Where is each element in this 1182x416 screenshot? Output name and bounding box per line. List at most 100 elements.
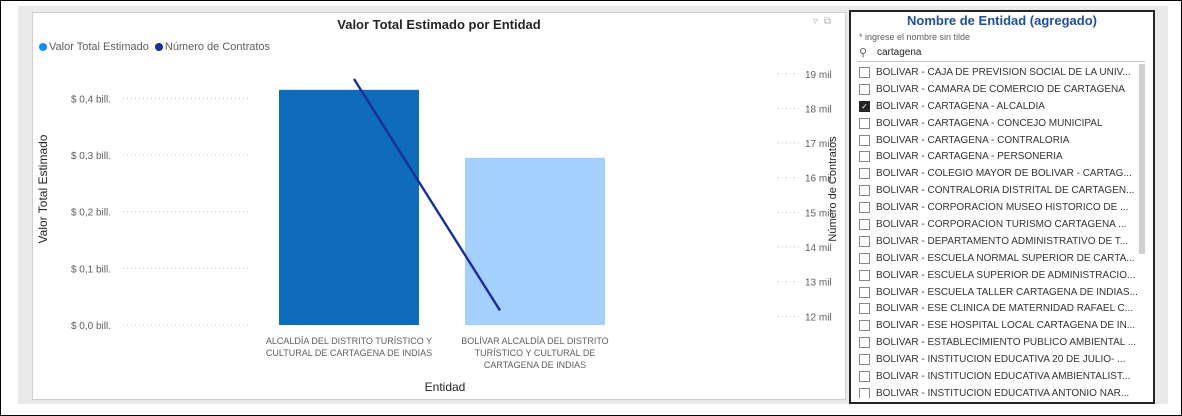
slicer-list: BOLIVAR - CAJA DE PREVISION SOCIAL DE LA… [859,64,1147,398]
checkbox[interactable] [859,354,870,366]
checkbox[interactable] [859,387,870,398]
legend-marker-valor [39,43,47,51]
checkbox[interactable] [859,320,870,332]
slicer-item[interactable]: BOLIVAR - ESCUELA SUPERIOR DE ADMINISTRA… [859,267,1147,284]
y-tick-label: $ 0,4 bill. [71,94,111,105]
slicer-item[interactable]: BOLIVAR - CARTAGENA - CONTRALORIA [859,132,1147,149]
slicer-item[interactable]: BOLIVAR - CORPORACION TURISMO CARTAGENA … [859,216,1147,233]
slicer-item[interactable]: BOLIVAR - CORPORACION MUSEO HISTORICO DE… [859,199,1147,216]
slicer-item[interactable]: BOLIVAR - INSTITUCION EDUCATIVA AMBIENTA… [859,368,1147,385]
checkbox[interactable] [859,303,870,315]
chart-title: Valor Total Estimado por Entidad [337,17,541,32]
x-tick-label: CARTAGENA DE INDIAS [484,360,586,370]
slicer-item[interactable]: BOLIVAR - CARTAGENA - PERSONERIA [859,148,1147,165]
checkbox[interactable]: ✓ [859,100,870,112]
slicer-item-label: BOLIVAR - CARTAGENA - ALCALDIA [876,100,1045,112]
slicer-item-label: BOLIVAR - CARTAGENA - CONTRALORIA [876,134,1070,146]
bar-2 [465,157,605,325]
checkbox[interactable] [859,66,870,78]
slicer-item[interactable]: BOLIVAR - CONTRALORIA DISTRITAL DE CARTA… [859,182,1147,199]
checkbox[interactable] [859,218,870,230]
x-tick-label: TURÍSTICO Y CULTURAL DE [475,348,596,358]
x-axis-title: Entidad [425,380,466,394]
x-tick-label: CULTURAL DE CARTAGENA DE INDIAS [266,348,432,358]
y2-tick-label: 18 mil [805,104,832,115]
slicer-item[interactable]: BOLIVAR - ESE HOSPITAL LOCAL CARTAGENA D… [859,317,1147,334]
slicer-item[interactable]: BOLIVAR - ESCUELA TALLER CARTAGENA DE IN… [859,284,1147,301]
chart-visual[interactable]: Valor Total Estimado por Entidad ▿⧉ Valo… [32,12,846,400]
checkbox[interactable] [859,134,870,146]
slicer-item-label: BOLIVAR - CAMARA DE COMERCIO DE CARTAGEN… [876,83,1125,95]
checkbox[interactable] [859,168,870,180]
y-tick-label: $ 0,2 bill. [71,208,111,219]
slicer-item-label: BOLIVAR - CONTRALORIA DISTRITAL DE CARTA… [876,185,1135,197]
y2-axis-title: Número de Contratos [827,136,839,242]
y2-tick-label: 13 mil [805,278,832,289]
slicer-item-label: BOLIVAR - DEPARTAMENTO ADMINISTRATIVO DE… [876,235,1129,247]
y-tick-label: $ 0,1 bill. [71,264,111,275]
slicer-item-label: BOLIVAR - CARTAGENA - CONCEJO MUNICIPAL [876,117,1103,129]
checkbox[interactable] [859,151,870,163]
slicer-title: Nombre de Entidad (agregado) [907,13,1097,28]
legend-label-contratos: Número de Contratos [164,41,271,53]
checkbox[interactable] [859,252,870,264]
slicer-item-label: BOLIVAR - ESCUELA NORMAL SUPERIOR DE CAR… [876,252,1135,264]
slicer-scrollbar[interactable] [1139,64,1145,254]
slicer-item-label: BOLIVAR - CARTAGENA - PERSONERIA [876,151,1063,163]
focus-mode-icon[interactable]: ⧉ [823,16,837,27]
chart-plot: $ 0,0 bill. $ 0,1 bill. $ 0,2 bill. $ 0,3 b… [36,70,839,394]
slicer-item[interactable]: BOLIVAR - CARTAGENA - CONCEJO MUNICIPAL [859,115,1147,132]
checkbox[interactable] [859,117,870,129]
y2-tick-label: 19 mil [805,70,832,81]
y2-tick-label: 17 mil [805,139,832,150]
chart-legend: Valor Total Estimado Número de Contratos [39,41,276,53]
slicer-item[interactable]: BOLIVAR - CAJA DE PREVISION SOCIAL DE LA… [859,64,1147,81]
slicer-item[interactable]: BOLIVAR - ESE CLINICA DE MATERNIDAD RAFA… [859,300,1147,317]
legend-label-valor: Valor Total Estimado [49,41,149,53]
legend-item-valor[interactable]: Valor Total Estimado [39,41,149,53]
slicer-item-label: BOLIVAR - ESE HOSPITAL LOCAL CARTAGENA D… [876,320,1136,332]
filter-icon[interactable]: ▿ [812,16,824,27]
slicer-search[interactable]: ⚲ cartagena [857,45,1145,62]
x-tick-label: BOLÍVAR ALCALDÍA DEL DISTRITO [461,336,608,346]
y-tick-label: $ 0,3 bill. [71,151,111,162]
x-tick-label: ALCALDÍA DEL DISTRITO TURÍSTICO Y [266,336,432,346]
y-tick-label: $ 0,0 bill. [71,321,111,332]
checkbox[interactable] [859,202,870,214]
slicer-item[interactable]: BOLIVAR - ESCUELA NORMAL SUPERIOR DE CAR… [859,250,1147,267]
slicer-item[interactable]: BOLIVAR - DEPARTAMENTO ADMINISTRATIVO DE… [859,233,1147,250]
slicer-item-label: BOLIVAR - ESTABLECIMIENTO PUBLICO AMBIEN… [876,337,1137,349]
slicer-item[interactable]: BOLIVAR - COLEGIO MAYOR DE BOLIVAR - CAR… [859,165,1147,182]
y2-tick-label: 15 mil [805,208,832,219]
slicer-item[interactable]: ✓ BOLIVAR - CARTAGENA - ALCALDIA [859,98,1147,115]
slicer-item-label: BOLIVAR - CAJA DE PREVISION SOCIAL DE LA… [876,66,1131,78]
visual-header-icons[interactable]: ▿⧉ [813,16,837,27]
bar-1 [279,89,419,325]
checkbox[interactable] [859,337,870,349]
search-input[interactable]: cartagena [877,47,922,58]
legend-marker-contratos [154,43,163,51]
slicer-item[interactable]: BOLIVAR - CAMARA DE COMERCIO DE CARTAGEN… [859,81,1147,98]
slicer-item[interactable]: BOLIVAR - INSTITUCION EDUCATIVA ANTONIO … [859,385,1147,398]
slicer-item-label: BOLIVAR - CORPORACION TURISMO CARTAGENA … [876,218,1127,230]
checkbox[interactable] [859,269,870,281]
legend-item-contratos[interactable]: Número de Contratos [154,41,271,53]
y-axis-title: Valor Total Estimado [36,134,50,243]
checkbox[interactable] [859,286,870,298]
slicer-item-label: BOLIVAR - INSTITUCION EDUCATIVA AMBIENTA… [876,370,1131,382]
slicer-item-label: BOLIVAR - ESCUELA TALLER CARTAGENA DE IN… [876,286,1138,298]
checkbox[interactable] [859,370,870,382]
y2-tick-label: 16 mil [805,174,832,185]
slicer-item[interactable]: BOLIVAR - INSTITUCION EDUCATIVA 20 DE JU… [859,351,1147,368]
slicer-item-label: BOLIVAR - CORPORACION MUSEO HISTORICO DE… [876,202,1129,214]
entity-slicer[interactable]: Nombre de Entidad (agregado) * ingrese e… [849,10,1155,404]
y2-tick-label: 14 mil [805,243,832,254]
slicer-item-label: BOLIVAR - INSTITUCION EDUCATIVA 20 DE JU… [876,354,1126,366]
slicer-item[interactable]: BOLIVAR - ESTABLECIMIENTO PUBLICO AMBIEN… [859,334,1147,351]
checkbox[interactable] [859,235,870,247]
search-icon: ⚲ [859,47,868,59]
slicer-item-label: BOLIVAR - ESCUELA SUPERIOR DE ADMINISTRA… [876,269,1136,281]
checkbox[interactable] [859,185,870,197]
checkbox[interactable] [859,83,870,95]
contratos-line [352,78,502,312]
